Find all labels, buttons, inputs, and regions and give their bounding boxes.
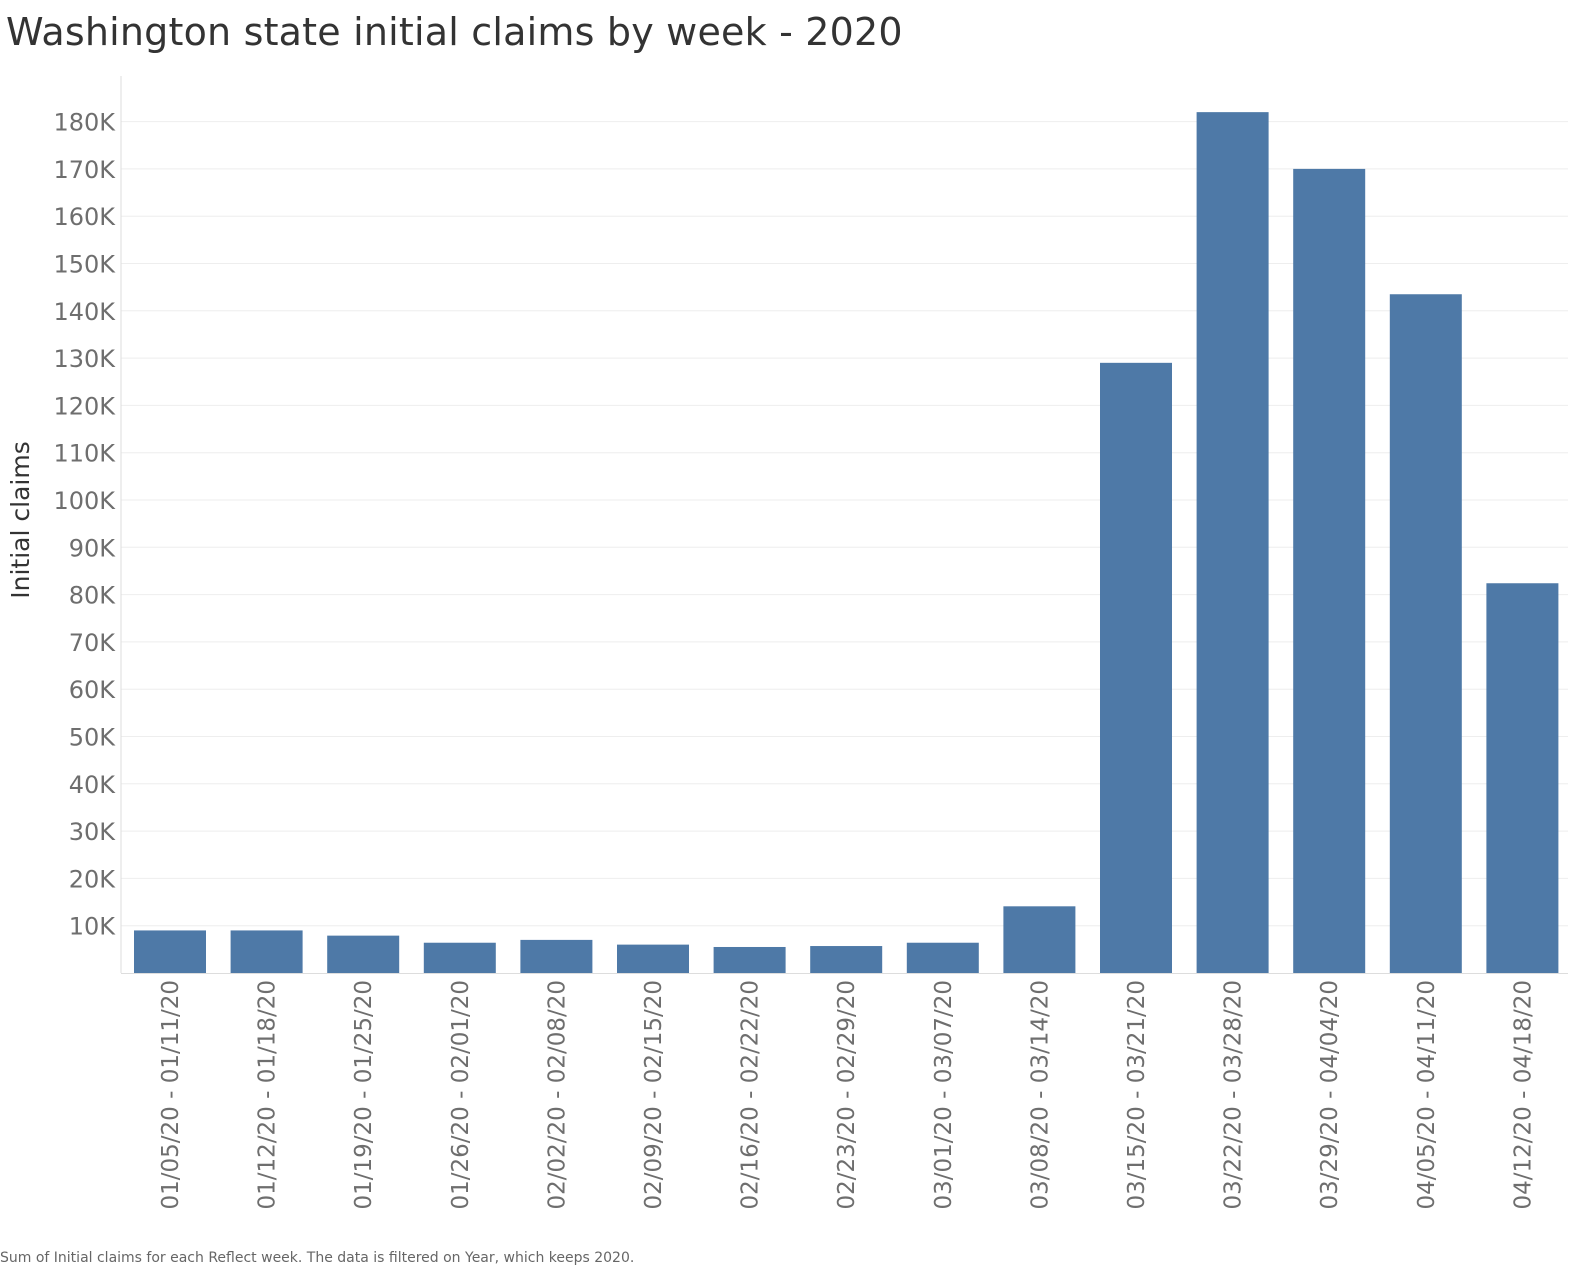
y-tick-label: 120K <box>53 392 116 420</box>
bar <box>134 930 206 973</box>
y-tick-label: 70K <box>69 629 117 657</box>
x-tick-label: 02/16/20 - 02/22/20 <box>738 980 764 1210</box>
y-tick-label: 90K <box>69 534 117 562</box>
bar <box>327 935 400 973</box>
bar <box>1003 906 1076 973</box>
y-tick-label: 50K <box>69 724 117 752</box>
y-tick-label: 30K <box>69 818 117 846</box>
bar <box>1389 294 1462 973</box>
x-tick-label: 03/08/20 - 03/14/20 <box>1027 980 1053 1210</box>
x-tick-label: 01/12/20 - 01/18/20 <box>255 980 281 1210</box>
x-tick-label: 04/12/20 - 04/18/20 <box>1510 980 1536 1210</box>
chart-title: Washington state initial claims by week … <box>6 10 903 54</box>
y-tick-label: 170K <box>53 156 116 184</box>
x-axis-ticks: 01/05/20 - 01/11/20 01/12/20 - 01/18/20 01… <box>158 980 1536 1210</box>
y-tick-label: 140K <box>53 298 116 326</box>
bar <box>906 942 979 973</box>
x-tick-label: 02/23/20 - 02/29/20 <box>834 980 860 1210</box>
y-tick-label: 40K <box>69 771 117 799</box>
x-tick-label: 03/22/20 - 03/28/20 <box>1221 980 1247 1210</box>
y-tick-label: 10K <box>69 913 117 941</box>
y-tick-label: 60K <box>69 676 117 704</box>
bar <box>1486 583 1559 973</box>
y-axis-title: Initial claims <box>6 441 35 598</box>
bar <box>520 939 593 973</box>
x-tick-label: 01/05/20 - 01/11/20 <box>158 980 184 1210</box>
x-tick-label: 02/02/20 - 02/08/20 <box>544 980 570 1210</box>
x-tick-label: 03/15/20 - 03/21/20 <box>1124 980 1150 1210</box>
x-tick-label: 04/05/20 - 04/11/20 <box>1414 980 1440 1210</box>
bar <box>230 930 303 973</box>
bar <box>1196 112 1269 973</box>
bar <box>1293 168 1366 973</box>
y-axis-ticks: 10K 20K 30K 40K 50K 60K 70K 80K 90K 100K 110K 120K 1… <box>53 109 116 941</box>
bar <box>1100 362 1172 974</box>
y-tick-label: 150K <box>53 251 116 279</box>
footnote: Sum of Initial claims for each Reflect w… <box>0 1250 635 1266</box>
bar <box>617 944 689 973</box>
x-tick-label: 01/26/20 - 02/01/20 <box>448 980 474 1210</box>
y-tick-label: 80K <box>69 582 117 610</box>
bar <box>713 946 786 973</box>
y-tick-label: 180K <box>53 109 116 137</box>
y-tick-label: 160K <box>53 203 116 231</box>
x-tick-label: 01/19/20 - 01/25/20 <box>351 980 377 1210</box>
axes <box>120 76 1568 974</box>
y-tick-label: 100K <box>53 487 116 515</box>
bar <box>810 946 883 973</box>
x-tick-label: 02/09/20 - 02/15/20 <box>641 980 667 1210</box>
x-tick-label: 03/29/20 - 04/04/20 <box>1317 980 1343 1210</box>
y-tick-label: 130K <box>53 345 116 373</box>
y-tick-label: 110K <box>53 440 116 468</box>
x-tick-label: 03/01/20 - 03/07/20 <box>931 980 957 1210</box>
y-tick-label: 20K <box>69 865 117 893</box>
bar <box>423 942 496 973</box>
bars <box>134 112 1559 974</box>
